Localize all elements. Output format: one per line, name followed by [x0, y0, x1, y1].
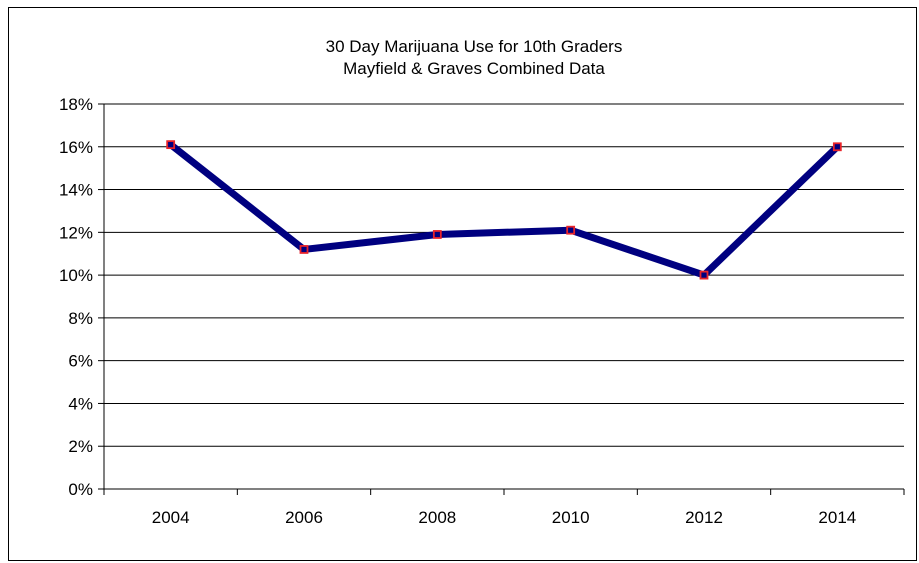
y-tick-label: 6% — [68, 352, 93, 371]
x-tick-label: 2014 — [818, 508, 856, 527]
data-point — [432, 230, 442, 239]
y-tick-label: 4% — [68, 394, 93, 413]
axes — [98, 103, 905, 495]
y-tick-label: 0% — [68, 480, 93, 499]
y-tick-label: 8% — [68, 309, 93, 328]
series-line — [167, 141, 841, 279]
data-points — [166, 140, 842, 280]
y-tick-label: 18% — [59, 95, 93, 114]
series-line-path — [167, 141, 841, 279]
x-tick-label: 2008 — [418, 508, 456, 527]
data-point — [832, 142, 842, 152]
x-tick-label: 2006 — [285, 508, 323, 527]
y-tick-label: 10% — [59, 266, 93, 285]
gridlines — [104, 103, 904, 447]
y-tick-labels: 0% 2% 4% 6% 8% 10% 12% 14% 16% 18% — [59, 95, 93, 499]
y-tick-label: 16% — [59, 138, 93, 157]
chart-title: 30 Day Marijuana Use for 10th Graders — [326, 37, 623, 56]
data-point — [566, 225, 576, 235]
y-tick-label: 12% — [59, 223, 93, 242]
x-tick-labels: 2004 2006 2008 2010 2012 2014 — [152, 508, 856, 527]
x-tick-label: 2004 — [152, 508, 190, 527]
y-tick-label: 2% — [68, 437, 93, 456]
y-tick-label: 14% — [59, 181, 93, 200]
data-point — [166, 140, 176, 150]
chart-frame — [8, 7, 917, 561]
x-tick-label: 2010 — [552, 508, 590, 527]
data-point — [699, 270, 709, 280]
data-point — [299, 245, 309, 254]
x-tick-label: 2012 — [685, 508, 723, 527]
chart-subtitle: Mayfield & Graves Combined Data — [343, 59, 605, 78]
